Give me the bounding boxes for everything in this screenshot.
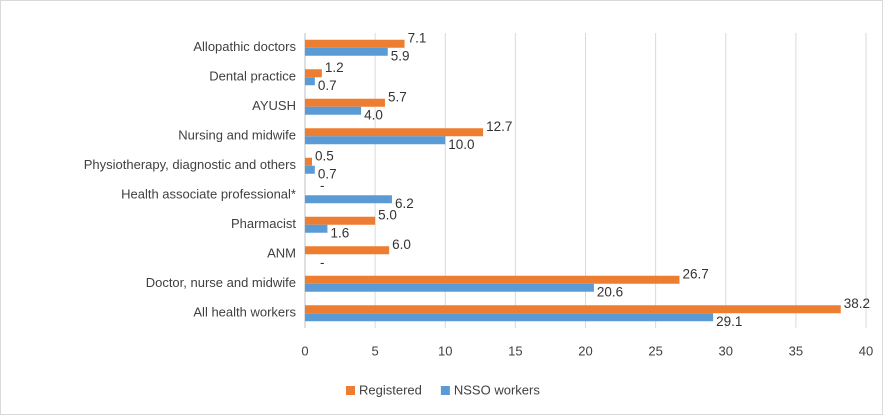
value-label: - xyxy=(320,255,325,270)
value-label: 7.1 xyxy=(408,30,427,45)
value-label: 6.2 xyxy=(395,196,414,211)
legend-label: NSSO workers xyxy=(454,382,540,397)
bar xyxy=(305,157,313,166)
x-tick-label: 35 xyxy=(789,343,803,358)
value-label: 20.6 xyxy=(597,284,623,299)
y-tick-label: Nursing and midwife xyxy=(178,128,296,143)
value-label: 12.7 xyxy=(486,119,512,134)
value-label: - xyxy=(320,178,325,193)
value-label: 1.2 xyxy=(325,60,344,75)
value-label: 0.5 xyxy=(315,148,334,163)
bar xyxy=(305,246,390,255)
value-label: 26.7 xyxy=(682,266,708,281)
x-tick-label: 15 xyxy=(508,343,522,358)
bar xyxy=(305,313,714,322)
y-tick-label: AYUSH xyxy=(252,98,296,113)
bar xyxy=(305,106,362,115)
x-tick-label: 5 xyxy=(372,343,379,358)
legend-swatch xyxy=(440,386,450,395)
x-tick-label: 0 xyxy=(301,343,308,358)
y-tick-label: Dental practice xyxy=(209,69,296,84)
bar xyxy=(305,165,315,174)
value-label: 1.6 xyxy=(330,225,349,240)
value-label: 29.1 xyxy=(716,314,742,329)
y-tick-label: Physiotherapy, diagnostic and others xyxy=(84,157,297,172)
value-label: 10.0 xyxy=(448,137,474,152)
legend-swatch xyxy=(346,386,355,395)
y-tick-label: Pharmacist xyxy=(231,216,296,231)
bar xyxy=(305,136,446,145)
bar xyxy=(305,77,315,86)
value-label: 0.7 xyxy=(318,78,337,93)
value-label: 5.9 xyxy=(391,48,410,63)
value-label: 0.7 xyxy=(318,166,337,181)
y-tick-label: ANM xyxy=(267,246,296,261)
x-tick-label: 40 xyxy=(859,343,873,358)
value-label: 38.2 xyxy=(844,296,870,311)
legend-label: Registered xyxy=(359,382,422,397)
bar xyxy=(305,47,388,56)
x-tick-label: 10 xyxy=(438,343,452,358)
bar xyxy=(305,69,322,78)
bar xyxy=(305,275,680,284)
x-tick-label: 20 xyxy=(578,343,592,358)
bar xyxy=(305,128,484,137)
y-tick-label: Doctor, nurse and midwife xyxy=(146,275,296,290)
bar xyxy=(305,224,328,233)
y-tick-label: Health associate professional* xyxy=(121,187,296,202)
y-tick-label: Allopathic doctors xyxy=(193,39,296,54)
x-tick-label: 30 xyxy=(719,343,733,358)
x-tick-label: 25 xyxy=(648,343,662,358)
value-label: 4.0 xyxy=(364,107,383,122)
value-label: 5.0 xyxy=(378,207,397,222)
bar xyxy=(305,305,841,314)
value-label: 6.0 xyxy=(392,237,411,252)
bar xyxy=(305,39,405,48)
value-label: 5.7 xyxy=(388,89,407,104)
y-tick-label: All health workers xyxy=(193,305,296,320)
bar xyxy=(305,195,392,204)
bar xyxy=(305,216,376,225)
bar xyxy=(305,98,385,107)
bar xyxy=(305,283,594,292)
